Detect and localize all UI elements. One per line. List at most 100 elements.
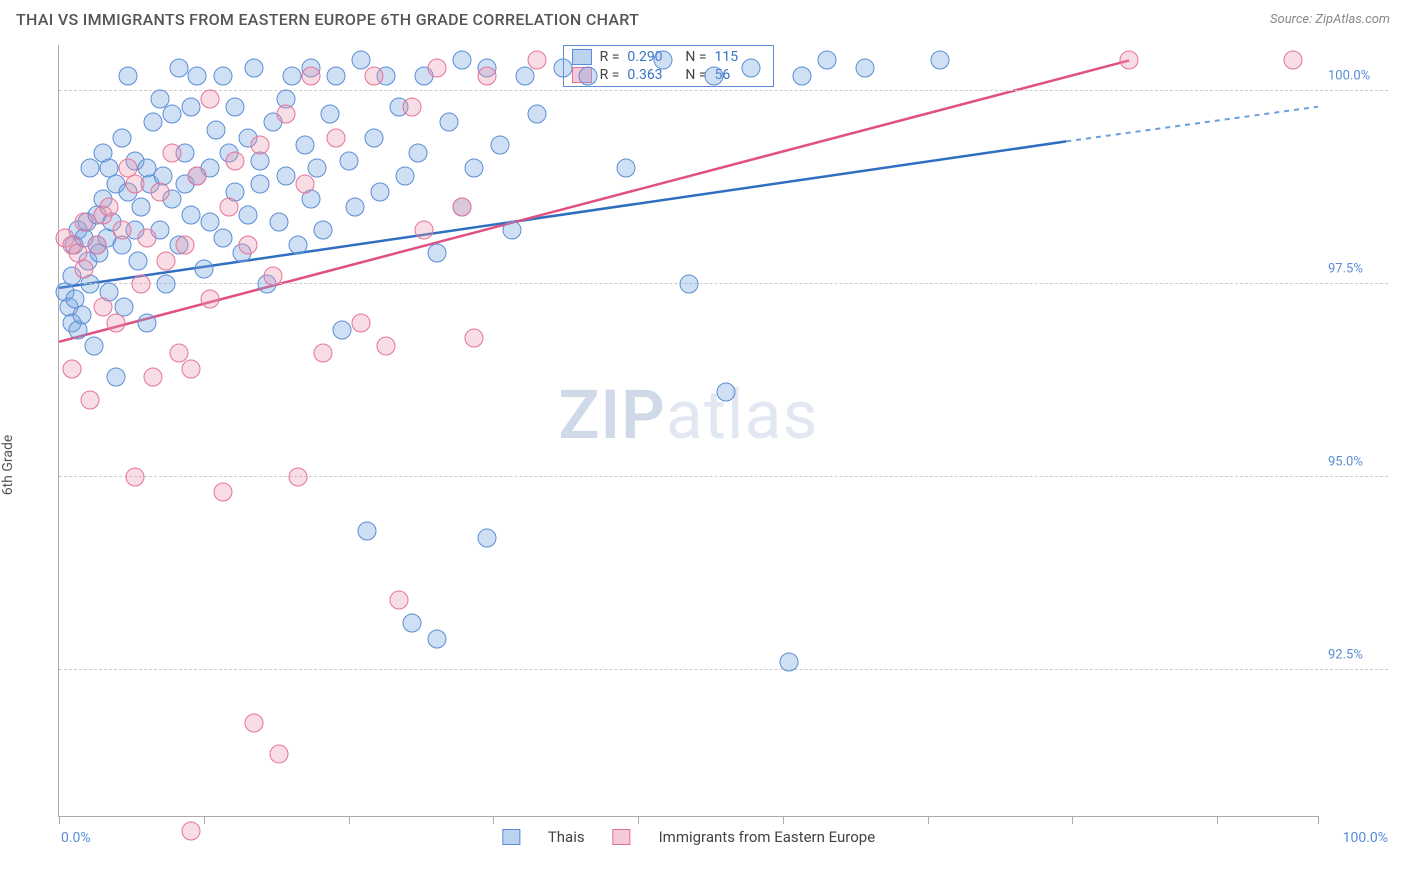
scatter-point [503, 221, 522, 240]
scatter-point [125, 467, 144, 486]
scatter-point [427, 629, 446, 648]
scatter-point [289, 467, 308, 486]
x-tick-label-min: 0.0% [61, 830, 91, 846]
r-label: R = [600, 67, 620, 83]
scatter-point [182, 822, 201, 841]
trendlines-svg [59, 45, 1318, 816]
scatter-point [245, 714, 264, 733]
scatter-point [245, 59, 264, 78]
scatter-point [87, 236, 106, 255]
scatter-point [72, 305, 91, 324]
x-tick [204, 816, 205, 824]
scatter-point [326, 66, 345, 85]
scatter-point [276, 167, 295, 186]
scatter-point [528, 105, 547, 124]
scatter-point [157, 251, 176, 270]
scatter-point [182, 97, 201, 116]
watermark: ZIPatlas [558, 375, 818, 455]
gridline [59, 476, 1388, 477]
scatter-point [119, 66, 138, 85]
scatter-point [238, 236, 257, 255]
x-tick [638, 816, 639, 824]
series-legend: Thais Immigrants from Eastern Europe [502, 828, 875, 846]
scatter-point [339, 151, 358, 170]
scatter-point [144, 367, 163, 386]
scatter-point [213, 483, 232, 502]
scatter-point [478, 66, 497, 85]
scatter-point [465, 328, 484, 347]
scatter-point [163, 105, 182, 124]
plot-area: ZIPatlas R = 0.290 N = 115 R = 0.363 N =… [58, 45, 1318, 817]
scatter-point [226, 151, 245, 170]
series-label-eastern-europe: Immigrants from Eastern Europe [659, 828, 876, 846]
y-axis-label: 6th Grade [0, 435, 16, 496]
x-tick [1072, 816, 1073, 824]
scatter-point [188, 66, 207, 85]
scatter-point [182, 205, 201, 224]
legend-row-pink: R = 0.363 N = 56 [572, 66, 765, 84]
x-tick [349, 816, 350, 824]
scatter-point [201, 290, 220, 309]
scatter-point [817, 51, 836, 70]
scatter-point [478, 529, 497, 548]
scatter-point [282, 66, 301, 85]
scatter-point [85, 336, 104, 355]
scatter-point [213, 228, 232, 247]
gridline [59, 669, 1388, 670]
watermark-atlas: atlas [666, 375, 819, 455]
scatter-point [157, 275, 176, 294]
scatter-point [427, 59, 446, 78]
scatter-point [106, 367, 125, 386]
scatter-point [129, 251, 148, 270]
scatter-point [528, 51, 547, 70]
scatter-point [780, 652, 799, 671]
y-tick-label: 97.5% [1328, 262, 1388, 277]
scatter-point [616, 159, 635, 178]
scatter-point [150, 182, 169, 201]
scatter-point [742, 59, 761, 78]
scatter-point [100, 197, 119, 216]
scatter-point [396, 167, 415, 186]
scatter-point [402, 97, 421, 116]
scatter-point [81, 390, 100, 409]
swatch-blue-icon [572, 49, 592, 65]
scatter-point [270, 745, 289, 764]
scatter-point [264, 267, 283, 286]
x-tick [1318, 816, 1319, 824]
scatter-point [320, 105, 339, 124]
scatter-point [226, 97, 245, 116]
scatter-point [131, 197, 150, 216]
scatter-point [389, 591, 408, 610]
scatter-point [465, 159, 484, 178]
scatter-point [75, 213, 94, 232]
scatter-point [345, 197, 364, 216]
y-tick-label: 92.5% [1328, 647, 1388, 662]
n-label: N = [685, 49, 706, 65]
x-tick-label-max: 100.0% [1343, 830, 1388, 846]
scatter-point [578, 66, 597, 85]
scatter-point [251, 174, 270, 193]
scatter-point [427, 244, 446, 263]
scatter-point [81, 159, 100, 178]
scatter-point [112, 128, 131, 147]
scatter-point [358, 521, 377, 540]
scatter-point [62, 359, 81, 378]
swatch-blue-icon [502, 829, 520, 845]
x-tick [493, 816, 494, 824]
chart-title: THAI VS IMMIGRANTS FROM EASTERN EUROPE 6… [16, 10, 639, 29]
scatter-point [931, 51, 950, 70]
scatter-point [326, 128, 345, 147]
scatter-point [654, 51, 673, 70]
scatter-point [515, 66, 534, 85]
source-label: Source: ZipAtlas.com [1270, 12, 1390, 27]
scatter-point [219, 197, 238, 216]
r-value: 0.363 [627, 67, 677, 83]
scatter-point [408, 143, 427, 162]
scatter-point [364, 66, 383, 85]
scatter-point [131, 275, 150, 294]
scatter-point [112, 221, 131, 240]
scatter-point [377, 336, 396, 355]
scatter-point [371, 182, 390, 201]
scatter-point [163, 143, 182, 162]
scatter-point [295, 174, 314, 193]
